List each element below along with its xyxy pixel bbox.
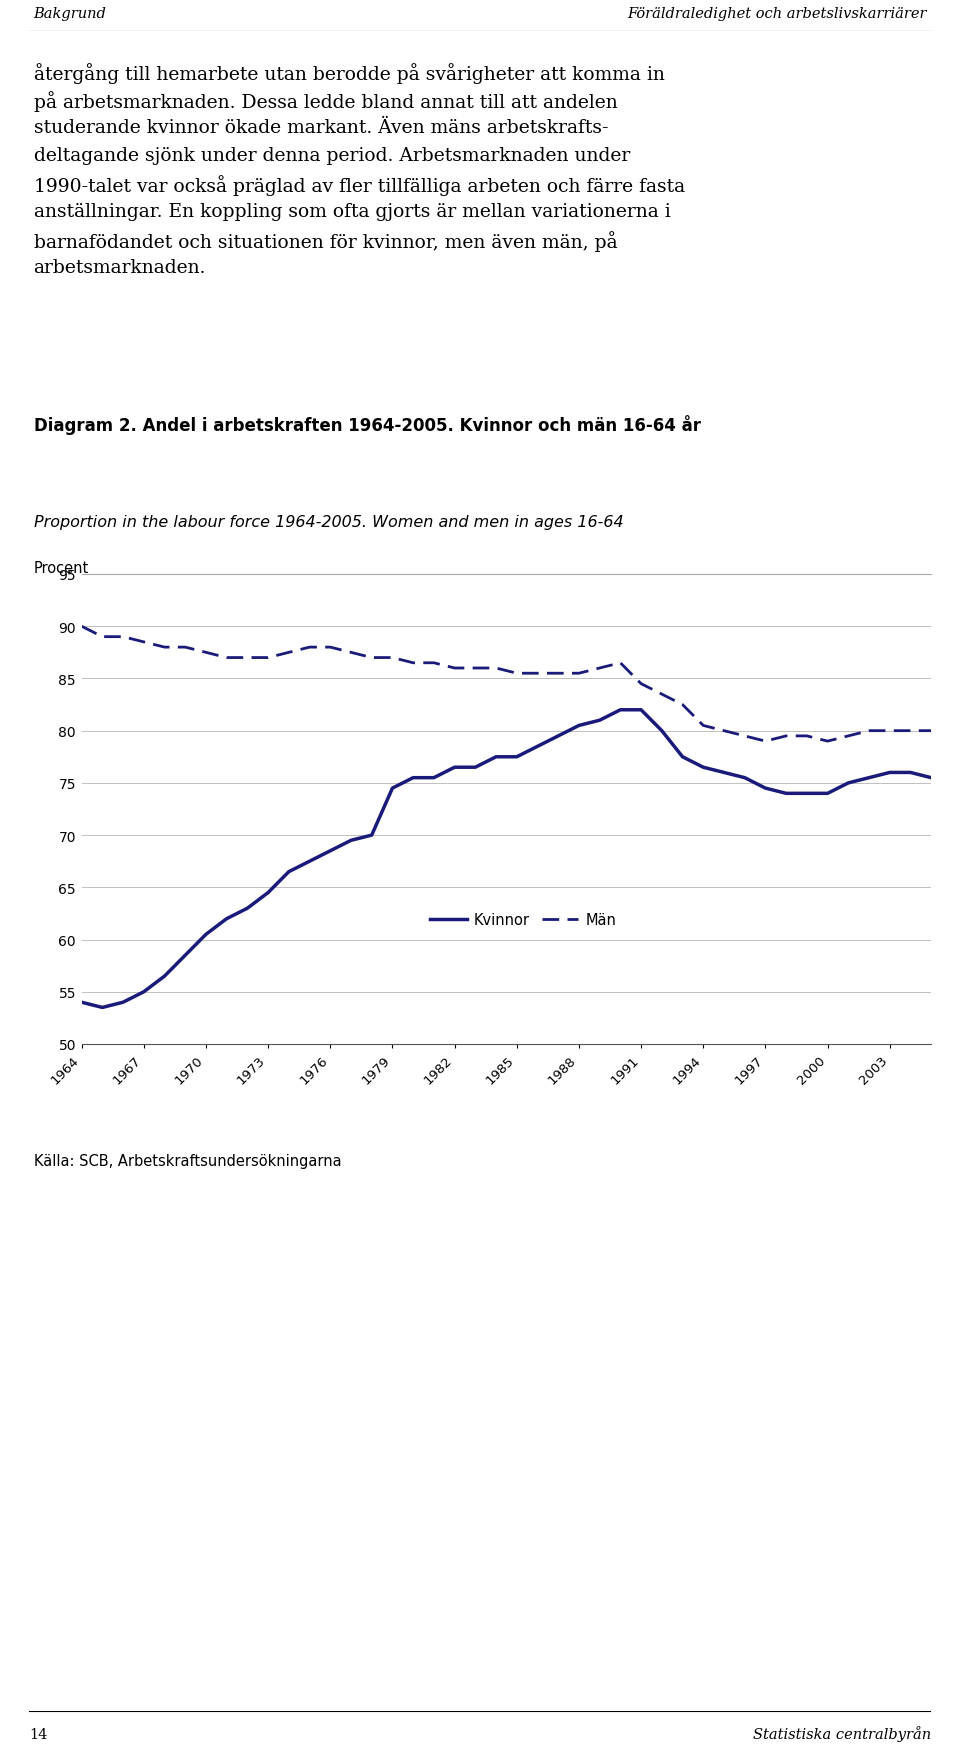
Text: anställningar. En koppling som ofta gjorts är mellan variationerna i: anställningar. En koppling som ofta gjor…: [34, 204, 670, 221]
Legend: Kvinnor, Män: Kvinnor, Män: [424, 907, 622, 934]
Text: på arbetsmarknaden. Dessa ledde bland annat till att andelen: på arbetsmarknaden. Dessa ledde bland an…: [34, 91, 617, 112]
Text: återgång till hemarbete utan berodde på svårigheter att komma in: återgång till hemarbete utan berodde på …: [34, 63, 664, 84]
Text: arbetsmarknaden.: arbetsmarknaden.: [34, 258, 206, 277]
Text: studerande kvinnor ökade markant. Även mäns arbetskrafts-: studerande kvinnor ökade markant. Även m…: [34, 119, 608, 137]
Text: barnafödandet och situationen för kvinnor, men även män, på: barnafödandet och situationen för kvinno…: [34, 232, 617, 251]
Text: Statistiska centralbyrån: Statistiska centralbyrån: [753, 1725, 931, 1741]
Text: Föräldraledighet och arbetslivskarriärer: Föräldraledighet och arbetslivskarriärer: [627, 7, 926, 21]
Text: Proportion in the labour force 1964-2005. Women and men in ages 16-64: Proportion in the labour force 1964-2005…: [34, 514, 623, 530]
Text: 1990-talet var också präglad av fler tillfälliga arbeten och färre fasta: 1990-talet var också präglad av fler til…: [34, 176, 684, 197]
Text: Procent: Procent: [34, 562, 89, 576]
Text: Diagram 2. Andel i arbetskraften 1964-2005. Kvinnor och män 16-64 år: Diagram 2. Andel i arbetskraften 1964-20…: [34, 414, 701, 435]
Text: deltagande sjönk under denna period. Arbetsmarknaden under: deltagande sjönk under denna period. Arb…: [34, 147, 630, 165]
Text: 14: 14: [29, 1727, 47, 1741]
Text: Bakgrund: Bakgrund: [34, 7, 107, 21]
Text: Källa: SCB, Arbetskraftsundersökningarna: Källa: SCB, Arbetskraftsundersökningarna: [34, 1153, 341, 1169]
